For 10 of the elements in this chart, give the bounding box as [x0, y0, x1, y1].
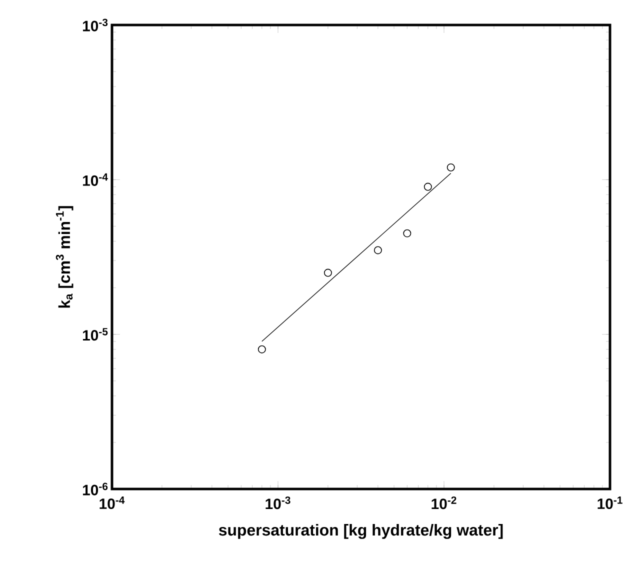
y-tick-label: 10$^{-4}$: [82, 173, 108, 186]
x-tick-label: 10$^{-2}$: [432, 496, 456, 510]
x-tick-label: 10$^{-1}$: [598, 496, 622, 510]
x-tick-label: 10$^{-4}$: [100, 496, 125, 510]
y-tick-label: 10$^{-6}$: [82, 482, 108, 496]
y-axis-title: k$_{a}$ [cm$^{3}$ min$^{-1}$]: [56, 206, 74, 308]
x-tick-label: 10$^{-3}$: [266, 496, 290, 510]
x-axis-title: supersaturation [kg hydrate/kg water]: [218, 524, 503, 539]
y-tick-label: 10$^{-5}$: [82, 328, 108, 341]
y-tick-label: 10$^{-3}$: [82, 18, 108, 32]
